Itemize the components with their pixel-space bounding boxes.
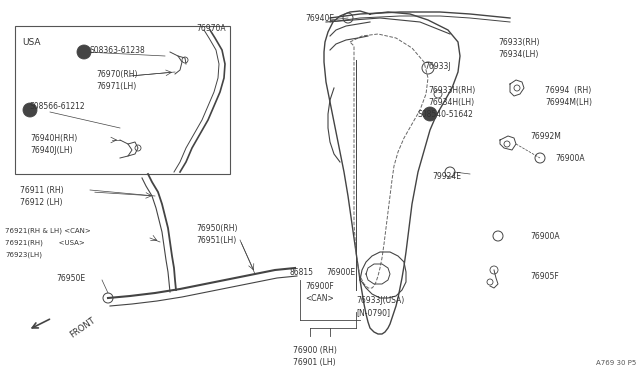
Text: 76933J(USA): 76933J(USA) bbox=[356, 296, 404, 305]
Text: 76970A: 76970A bbox=[196, 24, 226, 33]
Text: 76921(RH & LH) <CAN>: 76921(RH & LH) <CAN> bbox=[5, 228, 91, 234]
Circle shape bbox=[423, 107, 437, 121]
Text: S08566-61212: S08566-61212 bbox=[30, 102, 86, 111]
Text: 76923(LH): 76923(LH) bbox=[5, 252, 42, 259]
Text: 76912 (LH): 76912 (LH) bbox=[20, 198, 63, 207]
Text: 76940E: 76940E bbox=[305, 14, 334, 23]
Text: 76921(RH)       <USA>: 76921(RH) <USA> bbox=[5, 240, 84, 247]
Text: USA: USA bbox=[22, 38, 40, 47]
Text: 76951(LH): 76951(LH) bbox=[196, 236, 236, 245]
Text: 76940H(RH): 76940H(RH) bbox=[30, 134, 77, 143]
Text: 76992M: 76992M bbox=[530, 132, 561, 141]
Text: S08540-51642: S08540-51642 bbox=[418, 110, 474, 119]
Bar bbox=[15, 26, 230, 174]
Text: 76934(LH): 76934(LH) bbox=[498, 50, 538, 59]
Text: 76905F: 76905F bbox=[530, 272, 559, 281]
Text: 79924E: 79924E bbox=[432, 172, 461, 181]
Text: 76934H(LH): 76934H(LH) bbox=[428, 98, 474, 107]
Text: 76901 (LH): 76901 (LH) bbox=[293, 358, 335, 367]
Text: [N-0790]: [N-0790] bbox=[356, 308, 390, 317]
Text: 76900A: 76900A bbox=[530, 232, 559, 241]
Text: FRONT: FRONT bbox=[68, 316, 97, 340]
Text: 86815: 86815 bbox=[290, 268, 314, 277]
Text: A769 30 P5: A769 30 P5 bbox=[596, 360, 636, 366]
Text: 76994M(LH): 76994M(LH) bbox=[545, 98, 592, 107]
Text: 76933J: 76933J bbox=[424, 62, 451, 71]
Text: 76933H(RH): 76933H(RH) bbox=[428, 86, 476, 95]
Text: 76940J(LH): 76940J(LH) bbox=[30, 146, 72, 155]
Text: <CAN>: <CAN> bbox=[305, 294, 333, 303]
Circle shape bbox=[77, 45, 91, 59]
Text: 76950(RH): 76950(RH) bbox=[196, 224, 237, 233]
Text: 76900A: 76900A bbox=[555, 154, 584, 163]
Text: S: S bbox=[428, 112, 432, 116]
Text: 76994  (RH): 76994 (RH) bbox=[545, 86, 591, 95]
Text: 76933(RH): 76933(RH) bbox=[498, 38, 540, 47]
Text: 76950E: 76950E bbox=[56, 274, 85, 283]
Text: S: S bbox=[82, 49, 86, 55]
Text: 76911 (RH): 76911 (RH) bbox=[20, 186, 63, 195]
Circle shape bbox=[23, 103, 37, 117]
Text: S: S bbox=[28, 108, 32, 112]
Text: 76970(RH): 76970(RH) bbox=[96, 70, 138, 79]
Text: S08363-61238: S08363-61238 bbox=[90, 46, 146, 55]
Text: 76900E: 76900E bbox=[326, 268, 355, 277]
Text: 76900 (RH): 76900 (RH) bbox=[293, 346, 337, 355]
Text: 76900F: 76900F bbox=[305, 282, 333, 291]
Text: 76971(LH): 76971(LH) bbox=[96, 82, 136, 91]
